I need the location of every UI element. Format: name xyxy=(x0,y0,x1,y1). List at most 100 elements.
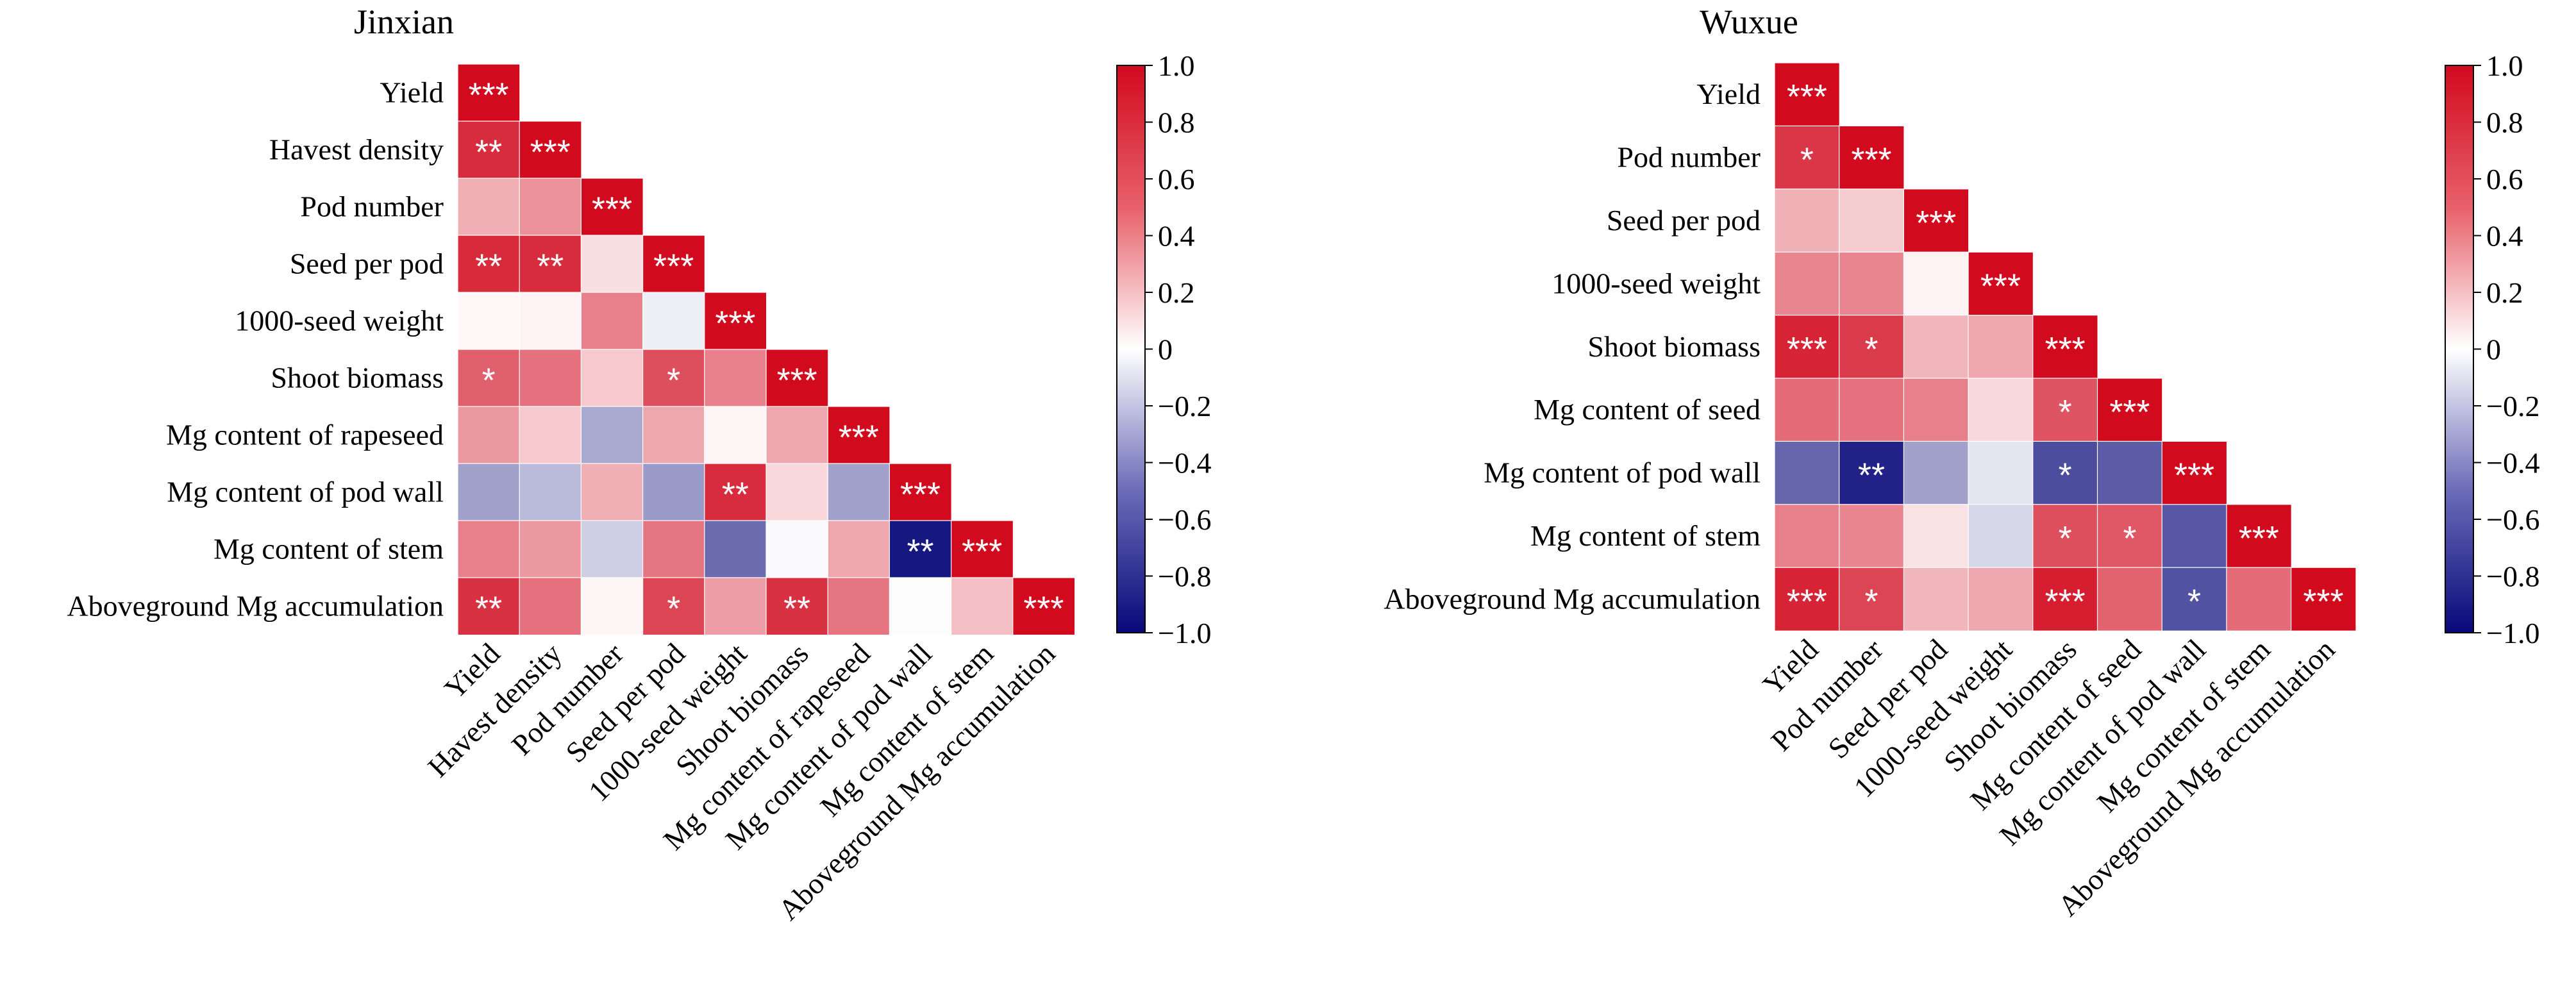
significance-label: *** xyxy=(469,76,509,115)
heatmap-cell xyxy=(457,463,521,522)
heatmap-cell xyxy=(1774,125,1840,190)
heatmap-cell xyxy=(1774,378,1840,442)
heatmap-cell xyxy=(1774,251,1840,316)
heatmap-cell xyxy=(704,520,767,579)
significance-label: ** xyxy=(722,476,749,514)
heatmap-cell xyxy=(580,178,644,237)
heatmap-panel-wuxue: Wuxue**** ************ * **** ***** * **** * ***… xyxy=(1384,3,2539,923)
significance-label: ** xyxy=(783,590,810,628)
heatmap-cell xyxy=(2032,567,2098,631)
heatmap-cell xyxy=(457,63,521,122)
row-label: Mg content of stem xyxy=(213,533,444,565)
significance-label: *** xyxy=(592,190,632,229)
heatmap-cell xyxy=(2226,567,2292,631)
row-label: Mg content of seed xyxy=(1534,393,1761,426)
heatmap-cell xyxy=(457,520,521,579)
heatmap-cell xyxy=(1839,315,1905,380)
heatmap-cell xyxy=(457,406,521,465)
colorbar-tick-label: 0.4 xyxy=(1158,220,1195,253)
colorbar-tick-label: −1.0 xyxy=(2486,617,2539,649)
significance-label: *** xyxy=(900,476,941,514)
heatmap-cell xyxy=(457,292,521,351)
heatmap-cell xyxy=(457,121,521,180)
colorbar-tick-label: −0.2 xyxy=(2486,390,2539,422)
colorbar-tick-label: −1.0 xyxy=(1158,617,1211,649)
colorbar-tick-label: 0.6 xyxy=(2486,163,2523,196)
heatmap-cell xyxy=(1839,440,1905,506)
heatmap-cell xyxy=(642,520,705,579)
heatmap-panel-jinxian: Jinxian***** ******** ** ******* * ******** **… xyxy=(67,3,1211,926)
significance-label: *** xyxy=(777,362,817,400)
heatmap-cell xyxy=(765,463,829,522)
heatmap-cell xyxy=(580,406,644,465)
significance-label: * xyxy=(2059,519,2072,558)
colorbar-tick-label: 0 xyxy=(2486,333,2501,366)
heatmap-cell xyxy=(765,349,829,408)
heatmap-cell xyxy=(580,349,644,408)
row-label: Aboveground Mg accumulation xyxy=(1384,582,1761,615)
significance-label: *** xyxy=(1852,141,1892,180)
significance-label: * xyxy=(667,590,680,628)
heatmap-cell xyxy=(457,577,521,636)
heatmap-cell xyxy=(1903,378,1970,442)
row-label: Seed per pod xyxy=(1607,204,1761,237)
significance-label: *** xyxy=(962,533,1002,571)
significance-label: *** xyxy=(2303,582,2343,621)
colorbar xyxy=(2445,65,2474,633)
heatmap-cell xyxy=(1968,251,2034,316)
colorbar-tick-label: 0.2 xyxy=(2486,276,2523,309)
heatmap-cell xyxy=(457,178,521,237)
significance-label: *** xyxy=(2174,456,2214,495)
heatmap-cell xyxy=(1903,188,1970,253)
heatmap-cell xyxy=(519,235,582,294)
colorbar-tick-label: 0.2 xyxy=(1158,276,1195,309)
colorbar-tick-label: 1.0 xyxy=(1158,49,1195,82)
significance-label: * xyxy=(2187,582,2201,621)
significance-label: *** xyxy=(2045,582,2086,621)
significance-label: ** xyxy=(1858,456,1885,495)
heatmap-cell xyxy=(1012,577,1076,636)
colorbar-tick-label: −0.8 xyxy=(2486,560,2539,593)
heatmap-cell xyxy=(2032,440,2098,506)
heatmap-cell xyxy=(580,235,644,294)
colorbar-tick-label: −0.4 xyxy=(1158,447,1211,480)
heatmap-cell xyxy=(889,577,952,636)
heatmap-cell xyxy=(519,178,582,237)
heatmap-cell xyxy=(519,577,582,636)
significance-label: *** xyxy=(1980,267,2021,305)
heatmap-cell xyxy=(519,121,582,180)
significance-label: * xyxy=(2059,393,2072,431)
heatmap-cell xyxy=(765,577,829,636)
heatmap-cell xyxy=(827,463,891,522)
heatmap-cell xyxy=(1903,440,1970,506)
heatmap-cell xyxy=(827,520,891,579)
row-label: Havest density xyxy=(269,133,444,166)
colorbar-tick-label: 0 xyxy=(1158,333,1173,366)
row-label: Mg content of pod wall xyxy=(167,476,444,508)
heatmap-cell xyxy=(457,235,521,294)
heatmap-cell xyxy=(704,292,767,351)
significance-label: * xyxy=(667,362,680,400)
row-label: Pod number xyxy=(300,190,444,223)
significance-label: *** xyxy=(1787,330,1827,369)
heatmap-cell xyxy=(642,577,705,636)
heatmap-cell xyxy=(950,520,1014,579)
colorbar-tick-label: −0.8 xyxy=(1158,560,1211,593)
heatmap-cell xyxy=(642,292,705,351)
significance-label: * xyxy=(1800,141,1814,180)
row-label: Seed per pod xyxy=(290,247,444,280)
heatmap-cell xyxy=(2226,504,2292,569)
chart-title: Jinxian xyxy=(354,3,454,41)
significance-label: * xyxy=(1865,582,1878,621)
heatmap-cell xyxy=(2096,440,2163,506)
heatmap-cell xyxy=(519,520,582,579)
row-label: Aboveground Mg accumulation xyxy=(67,590,444,623)
heatmap-cell xyxy=(950,577,1014,636)
significance-label: * xyxy=(2059,456,2072,495)
heatmap-cell xyxy=(1968,378,2034,442)
heatmap-cell xyxy=(642,406,705,465)
heatmap-cell xyxy=(642,349,705,408)
row-label: Shoot biomass xyxy=(1587,330,1761,363)
heatmap-cell xyxy=(519,292,582,351)
heatmap-cell xyxy=(1903,504,1970,569)
